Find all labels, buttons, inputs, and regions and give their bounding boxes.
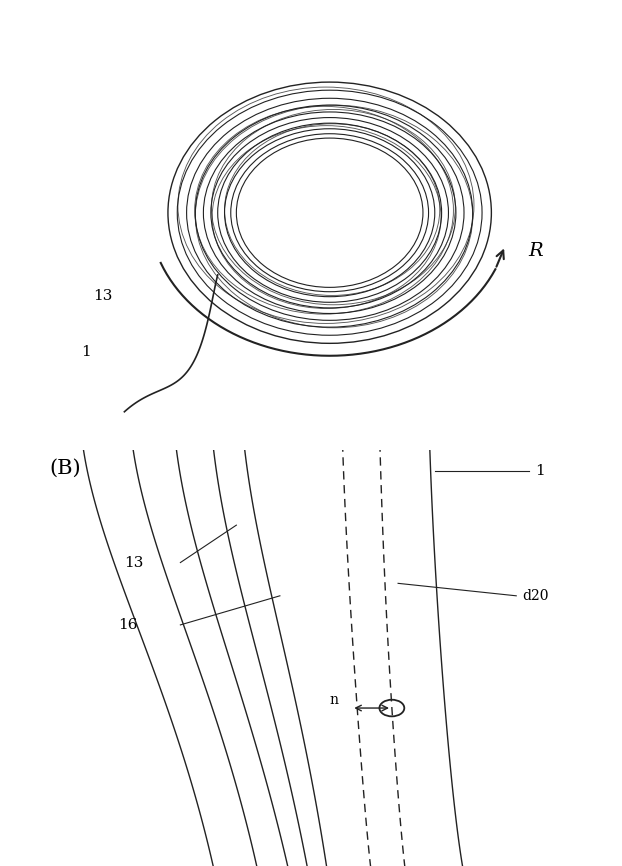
Text: (B): (B) xyxy=(50,459,81,478)
Text: 1: 1 xyxy=(535,464,545,478)
Text: n: n xyxy=(330,693,338,707)
Text: 13: 13 xyxy=(124,556,144,570)
Text: 16: 16 xyxy=(118,618,137,632)
Text: R: R xyxy=(529,242,544,261)
Text: d20: d20 xyxy=(522,589,549,603)
Text: 1: 1 xyxy=(81,345,91,359)
Text: 13: 13 xyxy=(93,288,113,303)
